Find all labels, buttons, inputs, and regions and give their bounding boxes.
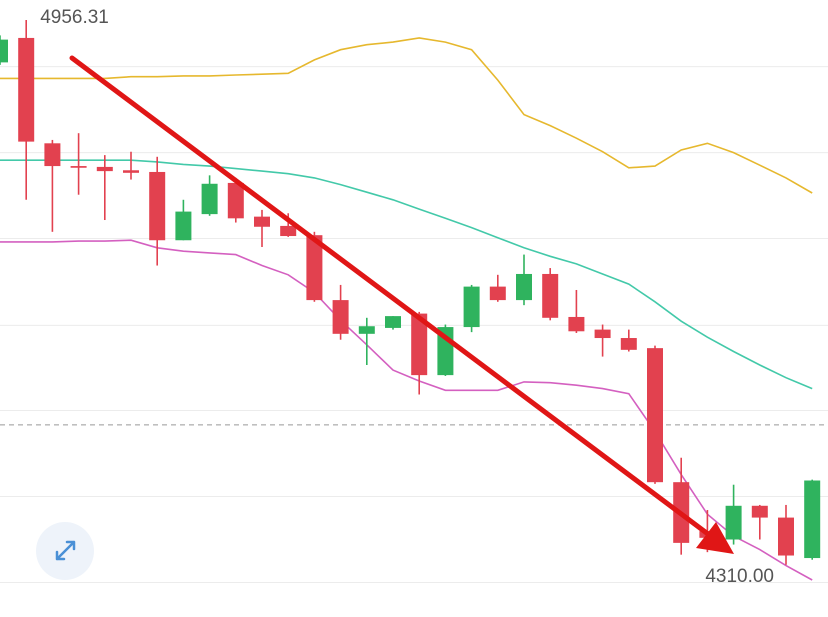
candle-body: [463, 286, 480, 328]
candle-body: [411, 313, 428, 376]
candle-body: [175, 211, 192, 241]
candle-body: [96, 166, 113, 172]
candle-body: [254, 216, 270, 227]
trend-arrow: [69, 55, 734, 554]
max-price-label: 4956.31: [40, 7, 109, 28]
candle-body: [647, 348, 663, 483]
candle-body: [44, 143, 61, 167]
candle-body: [516, 273, 532, 301]
candle-body: [358, 326, 375, 334]
candle-body: [201, 183, 218, 215]
candle-body: [778, 517, 794, 556]
candle-body: [751, 505, 768, 518]
labels: 4956.31 4310.00: [40, 7, 774, 587]
candle-body: [568, 316, 585, 332]
candle-body: [149, 171, 166, 241]
expand-button[interactable]: [36, 522, 94, 580]
candles: [0, 19, 821, 565]
min-price-label: 4310.00: [705, 566, 774, 587]
band-line: [0, 159, 813, 390]
candle-body: [280, 225, 297, 237]
candle-body: [385, 316, 401, 328]
candle-body: [620, 338, 637, 350]
candle-body: [489, 286, 506, 301]
band-line: [0, 37, 813, 194]
candle-body: [123, 170, 139, 173]
arrow-head: [696, 522, 734, 554]
candle-body: [332, 300, 349, 334]
candle-body: [542, 273, 559, 318]
candle-body: [18, 37, 35, 142]
bands: [0, 37, 813, 581]
candle-body: [70, 166, 87, 168]
candle-body: [725, 505, 742, 540]
candle-body: [594, 329, 611, 339]
candle-body: [306, 235, 323, 301]
candle-body: [0, 39, 8, 63]
band-line: [0, 239, 813, 581]
candle-body: [227, 182, 244, 219]
expand-icon[interactable]: [55, 540, 76, 561]
arrow-line: [69, 55, 715, 540]
candle-body: [804, 480, 821, 559]
grid: [0, 66, 828, 583]
